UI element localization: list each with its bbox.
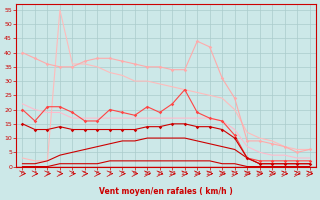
X-axis label: Vent moyen/en rafales ( km/h ): Vent moyen/en rafales ( km/h ) bbox=[99, 187, 233, 196]
